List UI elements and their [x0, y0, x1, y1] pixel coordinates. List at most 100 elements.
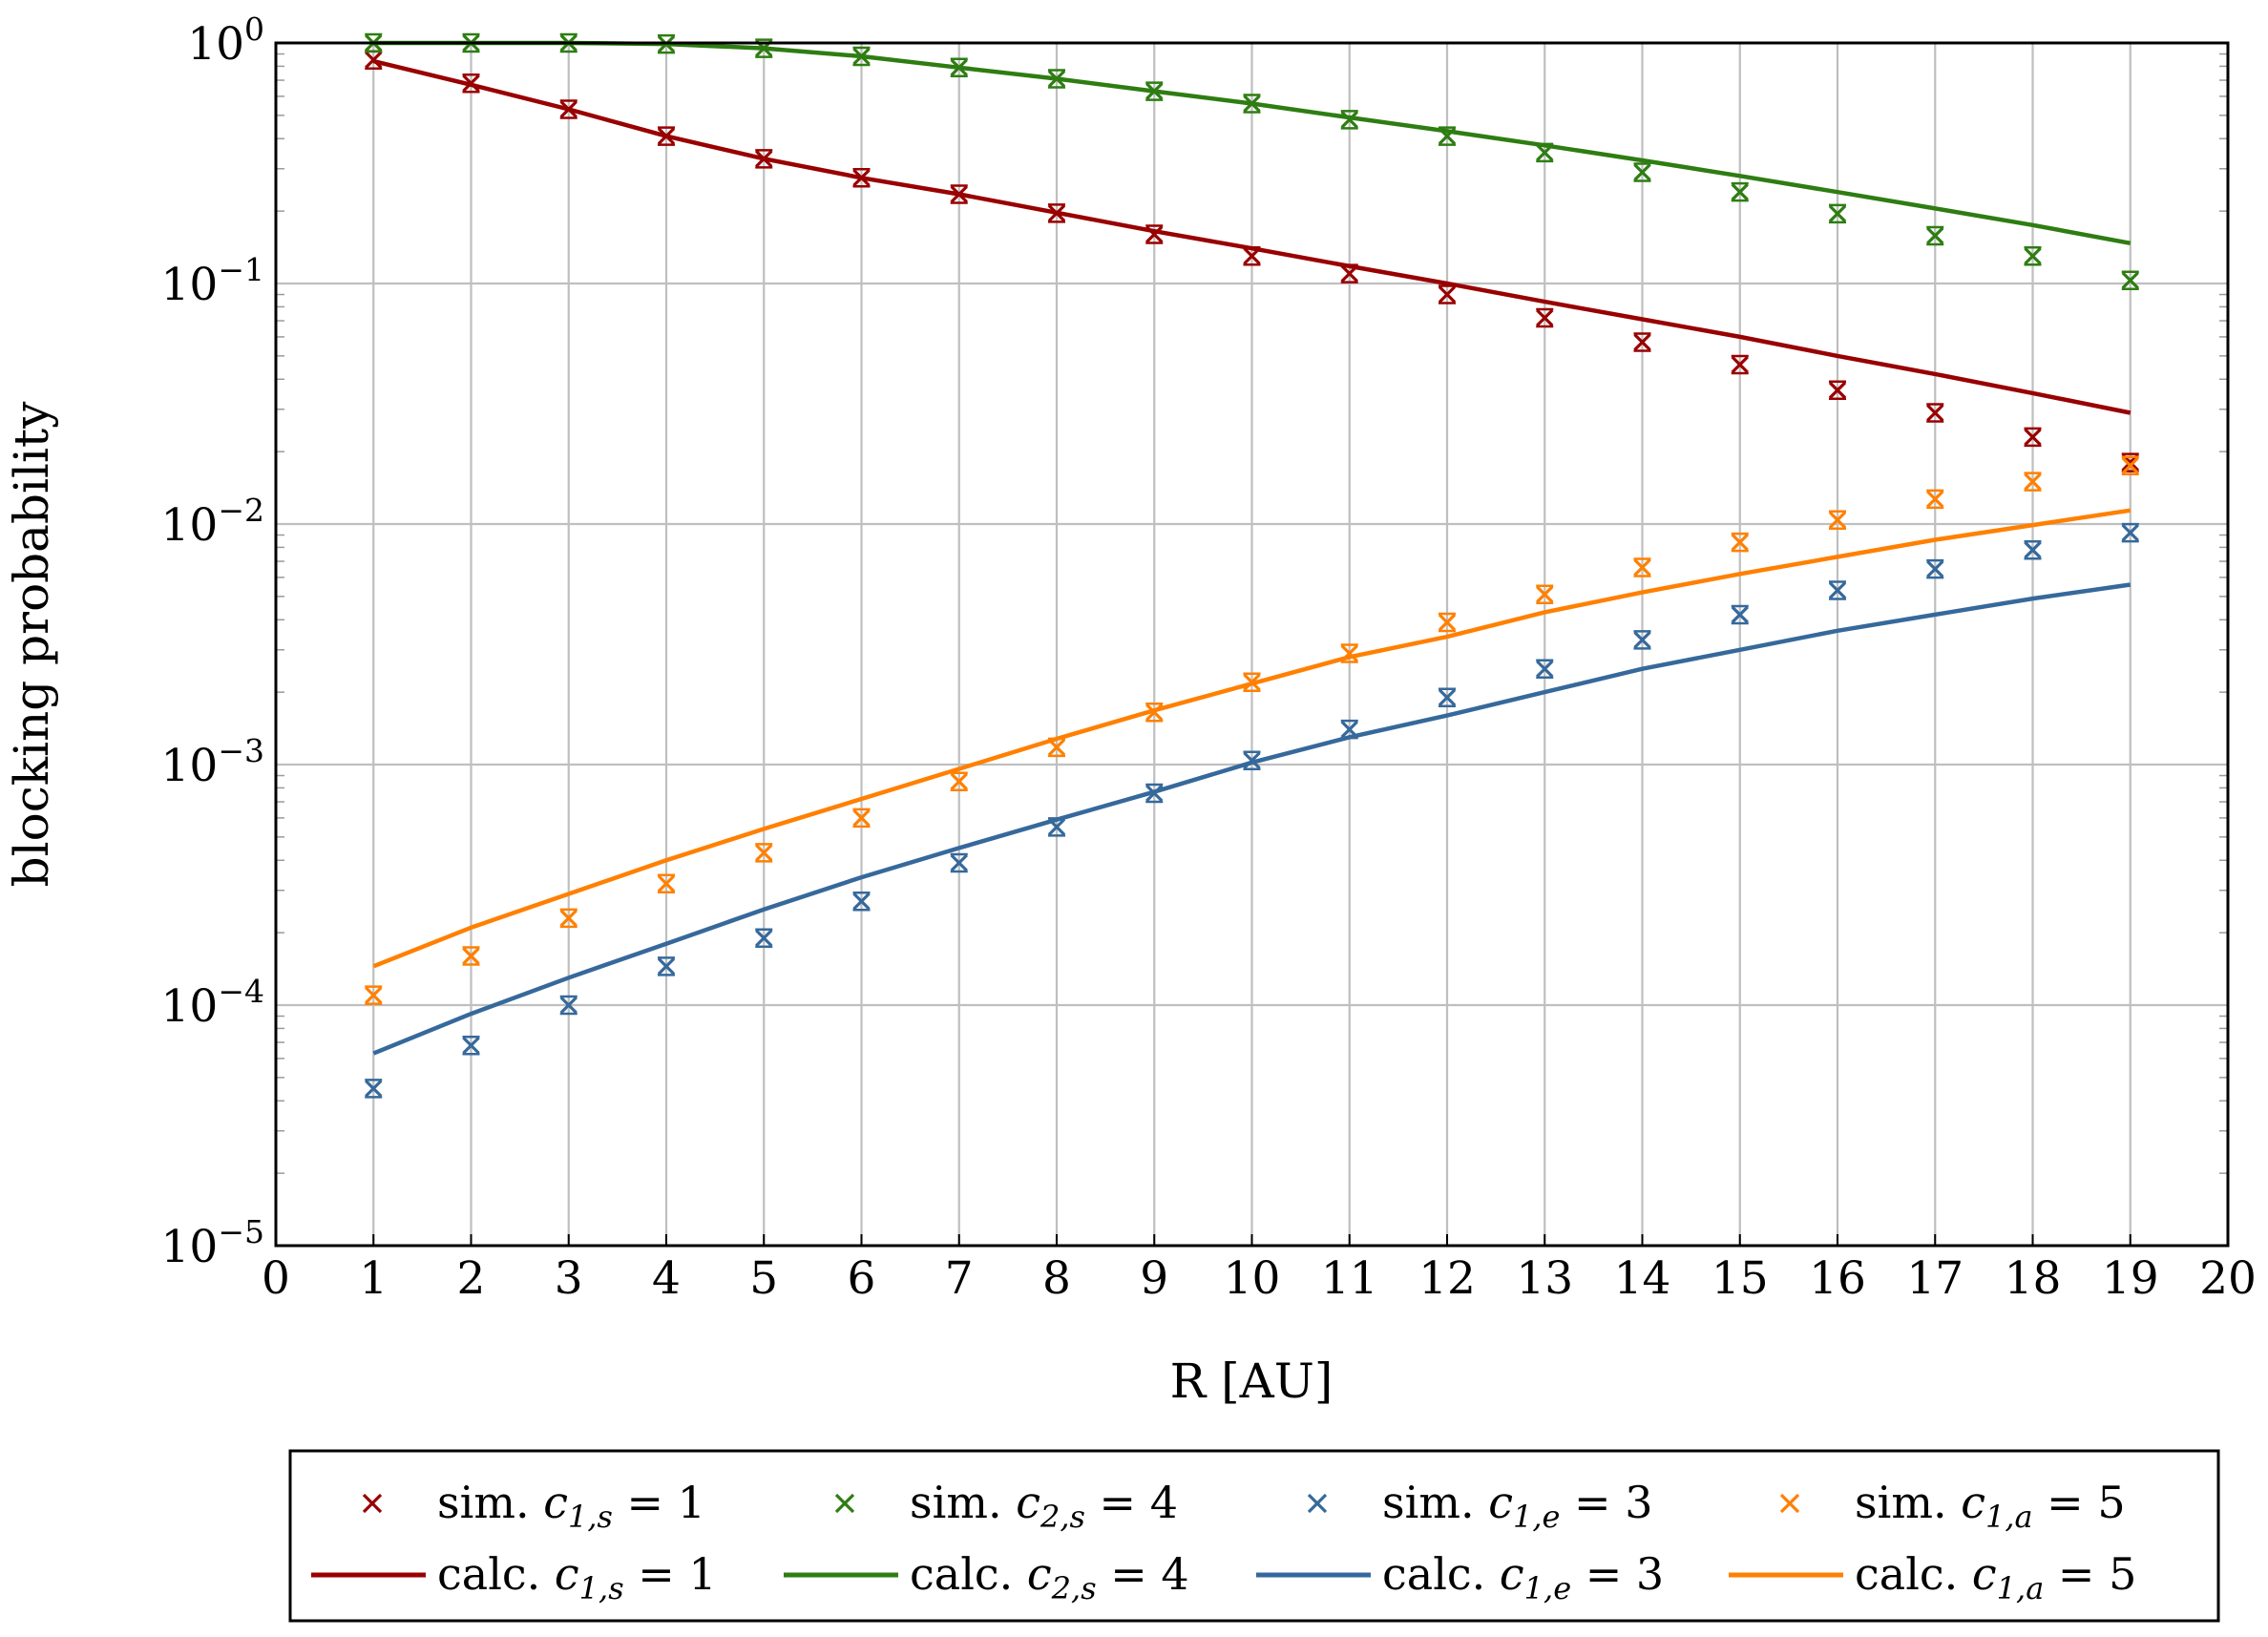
data-point: [755, 843, 773, 863]
marker-stroke: [1536, 585, 1554, 603]
data-point: [1536, 307, 1554, 328]
x-tick-label: 4: [652, 1252, 681, 1305]
x-tick-label: 3: [555, 1252, 583, 1305]
y-axis-title: blocking probability: [4, 401, 59, 887]
marker-stroke: [362, 1493, 383, 1514]
series-markers: [365, 455, 2139, 1005]
data-point: [1243, 246, 1261, 266]
legend-entry: sim. c1,e = 3: [1307, 1477, 1652, 1535]
legend-entry: calc. c2,s = 4: [784, 1548, 1189, 1606]
marker-stroke: [1340, 644, 1358, 662]
marker-stroke: [1340, 721, 1358, 739]
marker-stroke: [2024, 428, 2042, 446]
data-point: [1243, 750, 1261, 770]
data-point: [1340, 719, 1358, 740]
marker-stroke: [559, 909, 578, 927]
data-point: [1243, 672, 1261, 692]
marker-stroke: [1340, 264, 1358, 283]
x-tick-label: 5: [749, 1252, 778, 1305]
marker-stroke: [1633, 631, 1651, 649]
x-tick-label: 20: [2199, 1252, 2257, 1305]
data-point: [950, 852, 968, 873]
data-point: [1145, 224, 1164, 244]
marker-stroke: [1047, 204, 1066, 222]
marker-stroke: [1047, 738, 1066, 757]
legend-entry: calc. c1,e = 3: [1256, 1548, 1664, 1606]
data-point: [950, 57, 968, 78]
data-point: [1145, 81, 1164, 101]
data-point: [1340, 110, 1358, 130]
marker-stroke: [1145, 784, 1164, 803]
marker-stroke: [1926, 490, 1944, 508]
marker-stroke: [1438, 285, 1457, 304]
series-markers: [365, 50, 2139, 472]
marker-stroke: [1536, 660, 1554, 678]
data-point: [1145, 702, 1164, 723]
marker-stroke: [1731, 355, 1749, 374]
data-point: [1047, 817, 1066, 837]
data-point: [755, 928, 773, 949]
x-tick-label: 2: [457, 1252, 486, 1305]
legend-label: calc. c1,e = 3: [1382, 1548, 1664, 1606]
x-tick-label: 8: [1042, 1252, 1071, 1305]
marker-stroke: [462, 1037, 480, 1055]
data-point: [755, 149, 773, 169]
data-point: [852, 808, 871, 829]
marker-stroke: [1340, 111, 1358, 129]
data-point: [1731, 532, 1749, 553]
data-point: [1633, 332, 1651, 352]
marker-stroke: [852, 169, 871, 187]
legend-marker: [834, 1493, 855, 1514]
marker-stroke: [755, 844, 773, 862]
y-tick-label: 10−4: [161, 973, 264, 1033]
data-point: [1828, 203, 1847, 224]
data-point: [1926, 403, 1944, 423]
marker-stroke: [1243, 751, 1261, 769]
x-tick-label: 0: [262, 1252, 290, 1305]
x-tick-label: 16: [1809, 1252, 1866, 1305]
marker-stroke: [2024, 247, 2042, 265]
marker-stroke: [1438, 613, 1457, 632]
x-tick-label: 15: [1712, 1252, 1769, 1305]
data-point: [2024, 539, 2042, 560]
marker-stroke: [2121, 523, 2139, 542]
data-point: [657, 873, 676, 893]
marker-stroke: [1828, 581, 1847, 599]
data-point: [1828, 580, 1847, 600]
marker-stroke: [2121, 456, 2139, 474]
data-point: [852, 168, 871, 188]
marker-stroke: [462, 947, 480, 965]
marker-stroke: [1307, 1493, 1328, 1514]
data-point: [559, 908, 578, 929]
marker-stroke: [1243, 673, 1261, 691]
data-point: [2121, 522, 2139, 543]
data-point: [2024, 472, 2042, 492]
data-point: [1340, 263, 1358, 283]
data-point: [1243, 94, 1261, 114]
marker-stroke: [657, 127, 676, 145]
marker-stroke: [1731, 533, 1749, 552]
x-tick-label: 14: [1614, 1252, 1671, 1305]
data-point: [1145, 783, 1164, 804]
data-point: [657, 126, 676, 146]
data-point: [2121, 455, 2139, 476]
legend-entry: sim. c1,s = 1: [362, 1477, 705, 1535]
data-point: [950, 184, 968, 204]
marker-stroke: [2121, 271, 2139, 289]
legend-label: sim. c1,s = 1: [437, 1477, 705, 1535]
data-point: [1731, 354, 1749, 375]
data-point: [1438, 284, 1457, 304]
marker-stroke: [950, 185, 968, 203]
marker-stroke: [950, 58, 968, 76]
x-tick-label: 12: [1418, 1252, 1476, 1305]
marker-stroke: [852, 47, 871, 66]
marker-stroke: [1243, 94, 1261, 113]
x-tick-label: 10: [1224, 1252, 1281, 1305]
y-tick-label: 10−3: [161, 732, 264, 792]
grid: [276, 43, 2228, 1246]
x-tick-label: 6: [848, 1252, 876, 1305]
marker-stroke: [1828, 381, 1847, 399]
data-point: [365, 1079, 383, 1099]
legend-entry: sim. c1,a = 5: [1779, 1477, 2126, 1535]
data-point: [1047, 69, 1066, 89]
